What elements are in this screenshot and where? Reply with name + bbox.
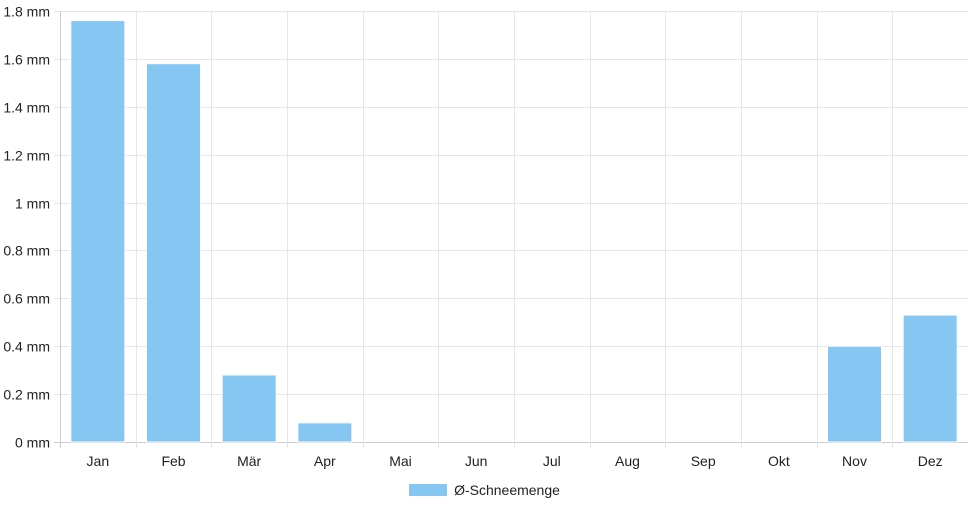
x-tick-label: Okt bbox=[768, 453, 790, 469]
x-tick-label: Feb bbox=[161, 453, 185, 469]
bar-nov[interactable] bbox=[827, 345, 882, 443]
grid-lines bbox=[54, 11, 968, 448]
y-tick-label: 0.8 mm bbox=[3, 243, 50, 259]
x-tick-label: Nov bbox=[842, 453, 867, 469]
y-tick-label: 0.2 mm bbox=[3, 387, 50, 403]
x-tick-label: Mär bbox=[237, 453, 261, 469]
x-tick-label: Apr bbox=[314, 453, 336, 469]
y-axis-ticks: 0 mm 0.2 mm 0.4 mm 0.6 mm 0.8 mm 1 mm 1.2 mm 1.… bbox=[3, 4, 50, 451]
y-tick-label: 0.4 mm bbox=[3, 339, 50, 355]
x-axis-ticks: Jan Feb Mär Apr Mai Jun Jul Aug Sep Okt Nov Dez bbox=[87, 453, 943, 469]
y-tick-label: 1.4 mm bbox=[3, 100, 50, 116]
x-tick-label: Jun bbox=[465, 453, 488, 469]
x-tick-label: Dez bbox=[918, 453, 943, 469]
bar-feb[interactable] bbox=[146, 63, 201, 443]
x-tick-label: Jan bbox=[87, 453, 110, 469]
legend-swatch bbox=[408, 483, 449, 497]
legend-item[interactable]: Ø-Schneemenge bbox=[408, 482, 560, 498]
legend: Ø-Schneemenge bbox=[0, 480, 968, 500]
legend-label: Ø-Schneemenge bbox=[454, 482, 560, 498]
y-tick-label: 1.8 mm bbox=[3, 4, 50, 20]
y-tick-label: 1.6 mm bbox=[3, 52, 50, 68]
bar-mär[interactable] bbox=[221, 374, 277, 443]
bars bbox=[70, 20, 958, 443]
bar-jan[interactable] bbox=[70, 20, 126, 443]
x-tick-label: Jul bbox=[543, 453, 561, 469]
x-tick-label: Sep bbox=[691, 453, 716, 469]
y-tick-label: 0 mm bbox=[15, 435, 50, 451]
y-tick-label: 1.2 mm bbox=[3, 148, 50, 164]
y-tick-label: 1 mm bbox=[15, 196, 50, 212]
x-tick-label: Aug bbox=[615, 453, 640, 469]
x-tick-label: Mai bbox=[389, 453, 412, 469]
y-tick-label: 0.6 mm bbox=[3, 291, 50, 307]
bar-apr[interactable] bbox=[297, 422, 353, 443]
bar-dez[interactable] bbox=[902, 314, 958, 443]
